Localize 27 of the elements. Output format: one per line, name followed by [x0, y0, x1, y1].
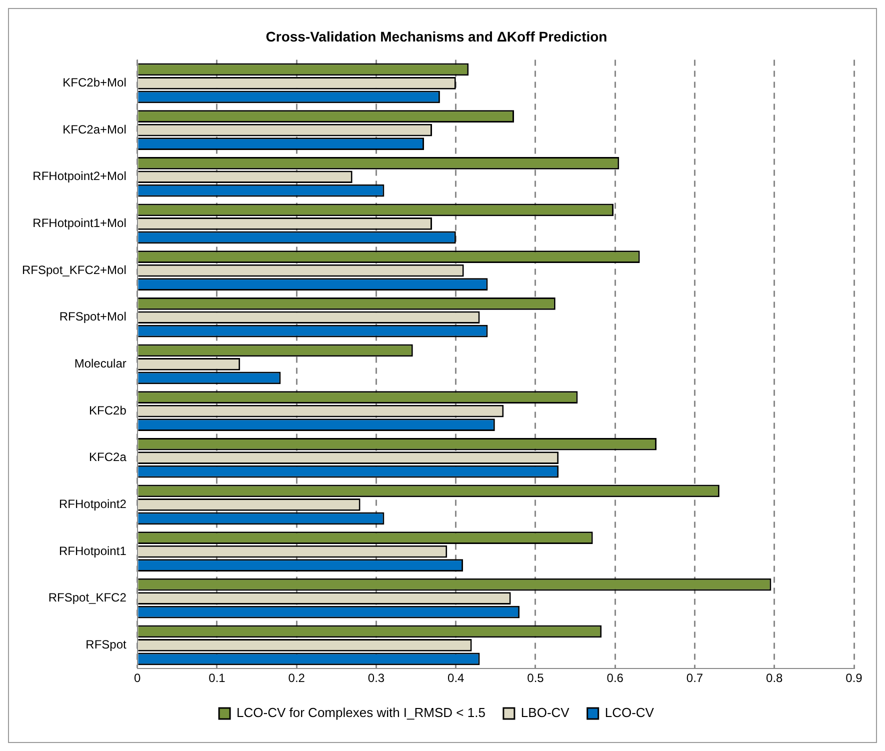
x-tick-label: 0.9 [846, 671, 863, 686]
y-tick-label: RFSpot+Mol [59, 310, 126, 324]
y-tick-label: RFHotpoint2 [59, 497, 127, 512]
legend-label: LCO-CV for Complexes with I_RMSD < 1.5 [236, 705, 486, 720]
chart-title: Cross-Validation Mechanisms and ΔKoff Prediction [266, 28, 608, 44]
y-tick-label: RFSpot_KFC2+Mol [22, 262, 126, 277]
y-tick-label: KFC2a+Mol [62, 122, 126, 136]
y-tick-label: KFC2b+Mol [62, 76, 126, 90]
y-tick-label: RFHotpoint1 [59, 544, 127, 558]
x-tick-label: 0.7 [686, 671, 704, 686]
x-tick-label: 0.1 [208, 671, 226, 686]
x-tick-label: 0.6 [606, 671, 624, 686]
y-tick-label: KFC2a [89, 450, 127, 464]
x-tick-label: 0.3 [368, 671, 385, 686]
legend-label: LCO-CV [604, 705, 654, 720]
x-tick-label: 0.4 [448, 671, 465, 686]
y-tick-label: RFSpot_KFC2 [48, 590, 127, 605]
y-tick-label: Molecular [74, 356, 126, 371]
y-tick-label: RFHotpoint2+Mol [32, 169, 126, 184]
x-tick-label: 0.5 [527, 671, 544, 686]
y-tick-label: RFSpot [86, 637, 128, 652]
y-tick-label: KFC2b [89, 403, 127, 418]
x-tick-label: 0 [134, 671, 142, 686]
x-tick-label: 0.2 [288, 671, 306, 686]
y-tick-label: RFHotpoint1+Mol [32, 216, 126, 230]
legend-label: LBO-CV [520, 705, 570, 720]
x-tick-label: 0.8 [766, 671, 784, 686]
